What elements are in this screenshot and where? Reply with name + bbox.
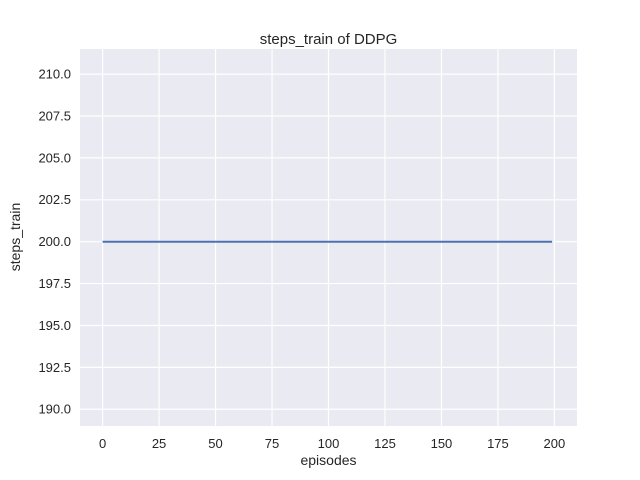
y-tick-label: 200.0 [38,234,71,249]
x-tick-label: 100 [318,436,340,451]
y-tick-label: 210.0 [38,67,71,82]
x-tick-label: 125 [374,436,396,451]
y-tick-label: 195.0 [38,318,71,333]
x-tick-label: 0 [99,436,106,451]
y-tick-label: 207.5 [38,108,71,123]
x-axis-label: episodes [300,452,357,468]
x-tick-label: 50 [208,436,222,451]
x-tick-label: 75 [265,436,279,451]
chart-title: steps_train of DDPG [259,31,398,48]
y-tick-label: 192.5 [38,360,71,375]
x-tick-label: 200 [544,436,566,451]
y-tick-label: 190.0 [38,402,71,417]
y-tick-label: 205.0 [38,150,71,165]
x-tick-label: 175 [487,436,509,451]
x-tick-label: 25 [152,436,166,451]
x-tick-label: 150 [431,436,453,451]
y-tick-label: 197.5 [38,276,71,291]
y-tick-label: 202.5 [38,192,71,207]
